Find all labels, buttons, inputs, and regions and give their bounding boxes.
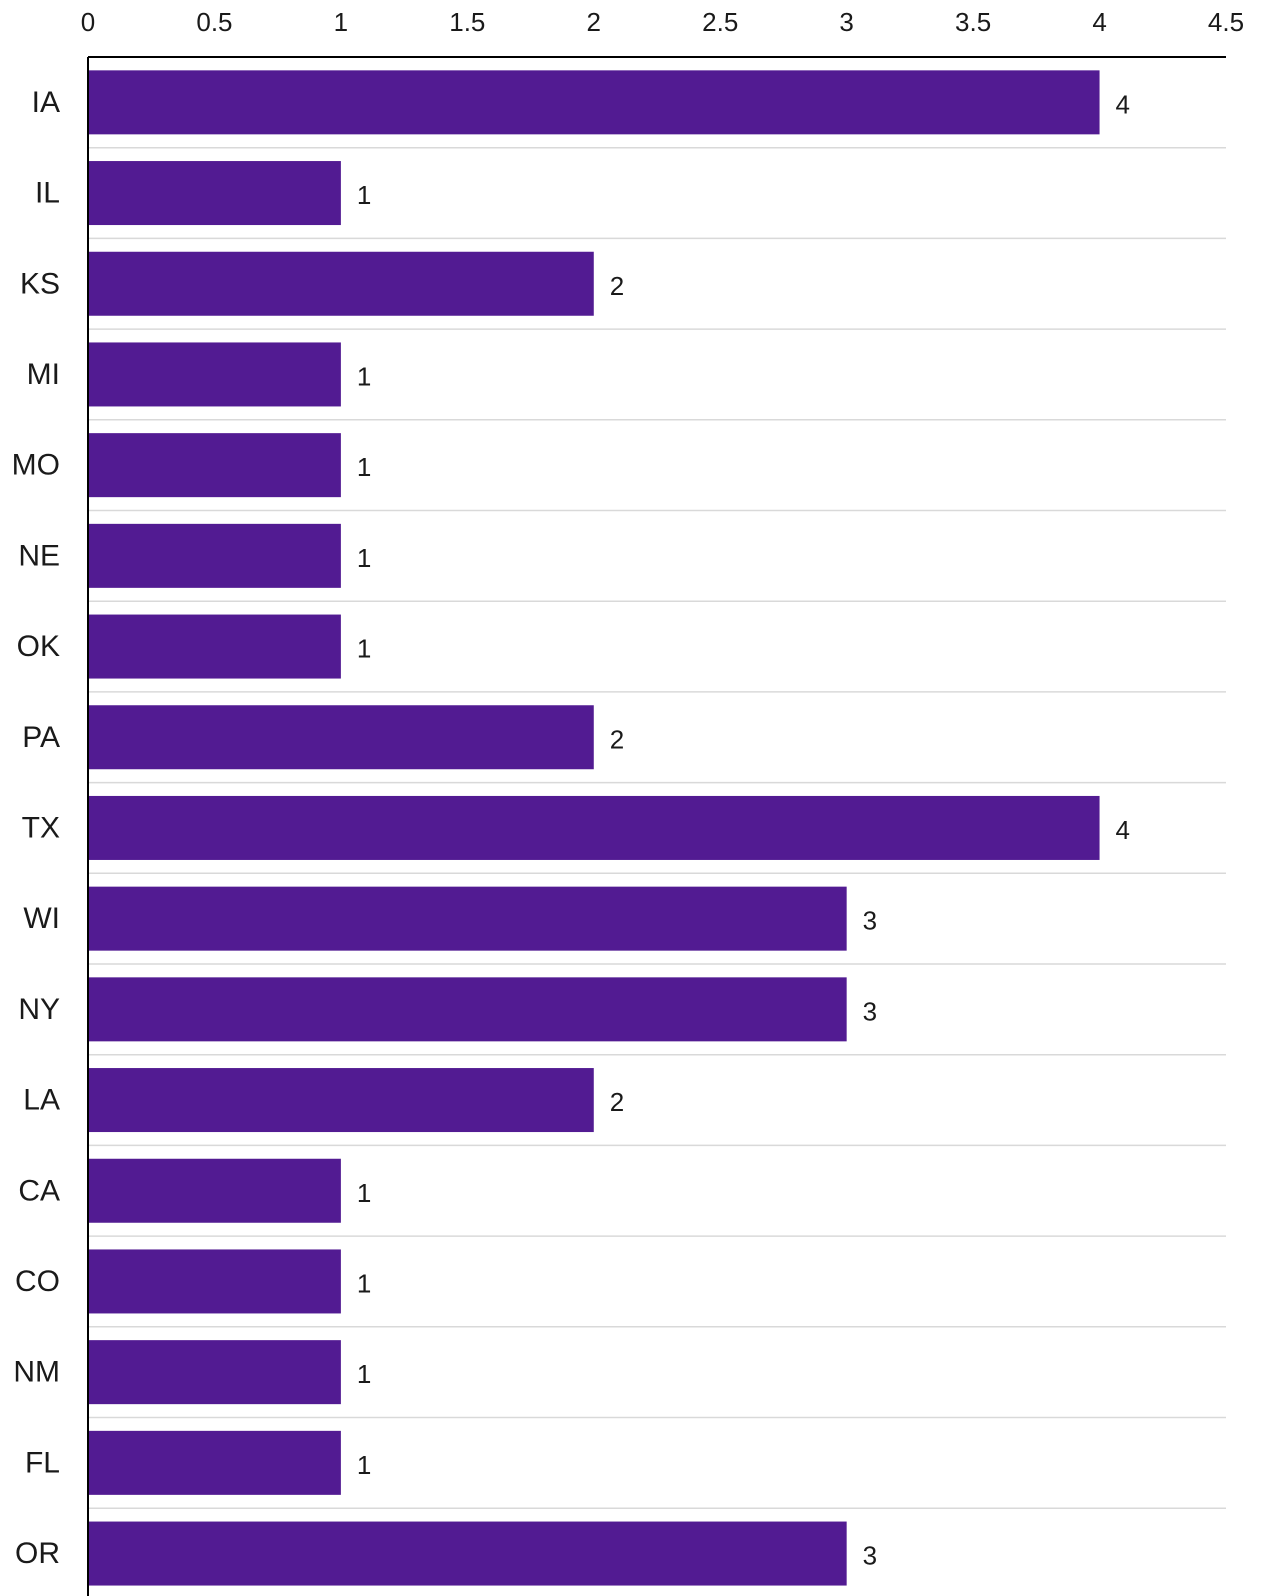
x-tick-label: 1.5	[449, 7, 485, 37]
x-tick-label: 4	[1092, 7, 1106, 37]
category-labels: IA IL KS MI MO NE OK PA TX WI NY LA CA CO NM FL OR	[12, 86, 60, 1570]
data-label-ca: 1	[357, 1178, 371, 1208]
category-label-ok: OK	[17, 630, 60, 663]
axes	[87, 56, 1226, 1596]
x-tick-label: 0	[81, 7, 95, 37]
bar-la	[88, 1068, 594, 1133]
data-label-pa: 2	[610, 724, 624, 754]
data-label-or: 3	[863, 1541, 877, 1571]
data-labels: 4 1 2 1 1 1 1 2 4 3 3 2 1 1 1 1 3	[357, 89, 1130, 1570]
bar-or	[88, 1521, 847, 1586]
bar-co	[88, 1249, 341, 1314]
x-tick-label: 2	[587, 7, 601, 37]
data-label-mo: 1	[357, 452, 371, 482]
category-label-nm: NM	[13, 1356, 60, 1389]
bar-mo	[88, 433, 341, 498]
x-tick-label: 4.5	[1208, 7, 1244, 37]
data-label-il: 1	[357, 180, 371, 210]
category-label-wi: WI	[23, 902, 60, 935]
category-label-la: LA	[23, 1084, 60, 1117]
category-label-ny: NY	[18, 993, 60, 1026]
x-tick-labels: 0 0.5 1 1.5 2 2.5 3 3.5 4 4.5	[81, 7, 1244, 37]
category-label-co: CO	[15, 1265, 60, 1298]
category-label-mo: MO	[12, 449, 60, 482]
data-label-la: 2	[610, 1087, 624, 1117]
bar-tx	[88, 795, 1100, 860]
category-label-ia: IA	[32, 86, 60, 119]
data-label-mi: 1	[357, 361, 371, 391]
data-label-wi: 3	[863, 906, 877, 936]
data-label-ok: 1	[357, 634, 371, 664]
bar-ca	[88, 1158, 341, 1223]
bar-il	[88, 161, 341, 226]
gridlines	[88, 146, 1226, 1509]
x-tick-label: 3.5	[955, 7, 991, 37]
category-label-or: OR	[15, 1537, 60, 1570]
bar-ne	[88, 523, 341, 588]
data-label-ia: 4	[1116, 89, 1130, 119]
x-tick-label: 3	[839, 7, 853, 37]
category-label-il: IL	[35, 177, 60, 210]
x-tick-label: 0.5	[196, 7, 232, 37]
data-label-nm: 1	[357, 1359, 371, 1389]
category-label-ne: NE	[18, 539, 60, 572]
category-label-fl: FL	[25, 1446, 60, 1479]
category-label-ks: KS	[20, 267, 60, 300]
bar-fl	[88, 1430, 341, 1495]
bar-ks	[88, 251, 594, 316]
category-label-tx: TX	[22, 811, 60, 844]
data-label-ny: 3	[863, 996, 877, 1026]
bar-pa	[88, 705, 594, 770]
bar-mi	[88, 342, 341, 407]
category-label-pa: PA	[22, 721, 60, 754]
bar-wi	[88, 886, 847, 951]
bar-ok	[88, 614, 341, 679]
data-label-ne: 1	[357, 543, 371, 573]
data-label-ks: 2	[610, 271, 624, 301]
bar-ia	[88, 70, 1100, 135]
x-tick-label: 2.5	[702, 7, 738, 37]
bar-ny	[88, 977, 847, 1042]
bars	[88, 70, 1100, 1586]
data-label-co: 1	[357, 1268, 371, 1298]
data-label-tx: 4	[1116, 815, 1130, 845]
bar-nm	[88, 1340, 341, 1405]
category-label-mi: MI	[27, 358, 60, 391]
data-label-fl: 1	[357, 1450, 371, 1480]
x-tick-label: 1	[334, 7, 348, 37]
category-label-ca: CA	[18, 1174, 60, 1207]
